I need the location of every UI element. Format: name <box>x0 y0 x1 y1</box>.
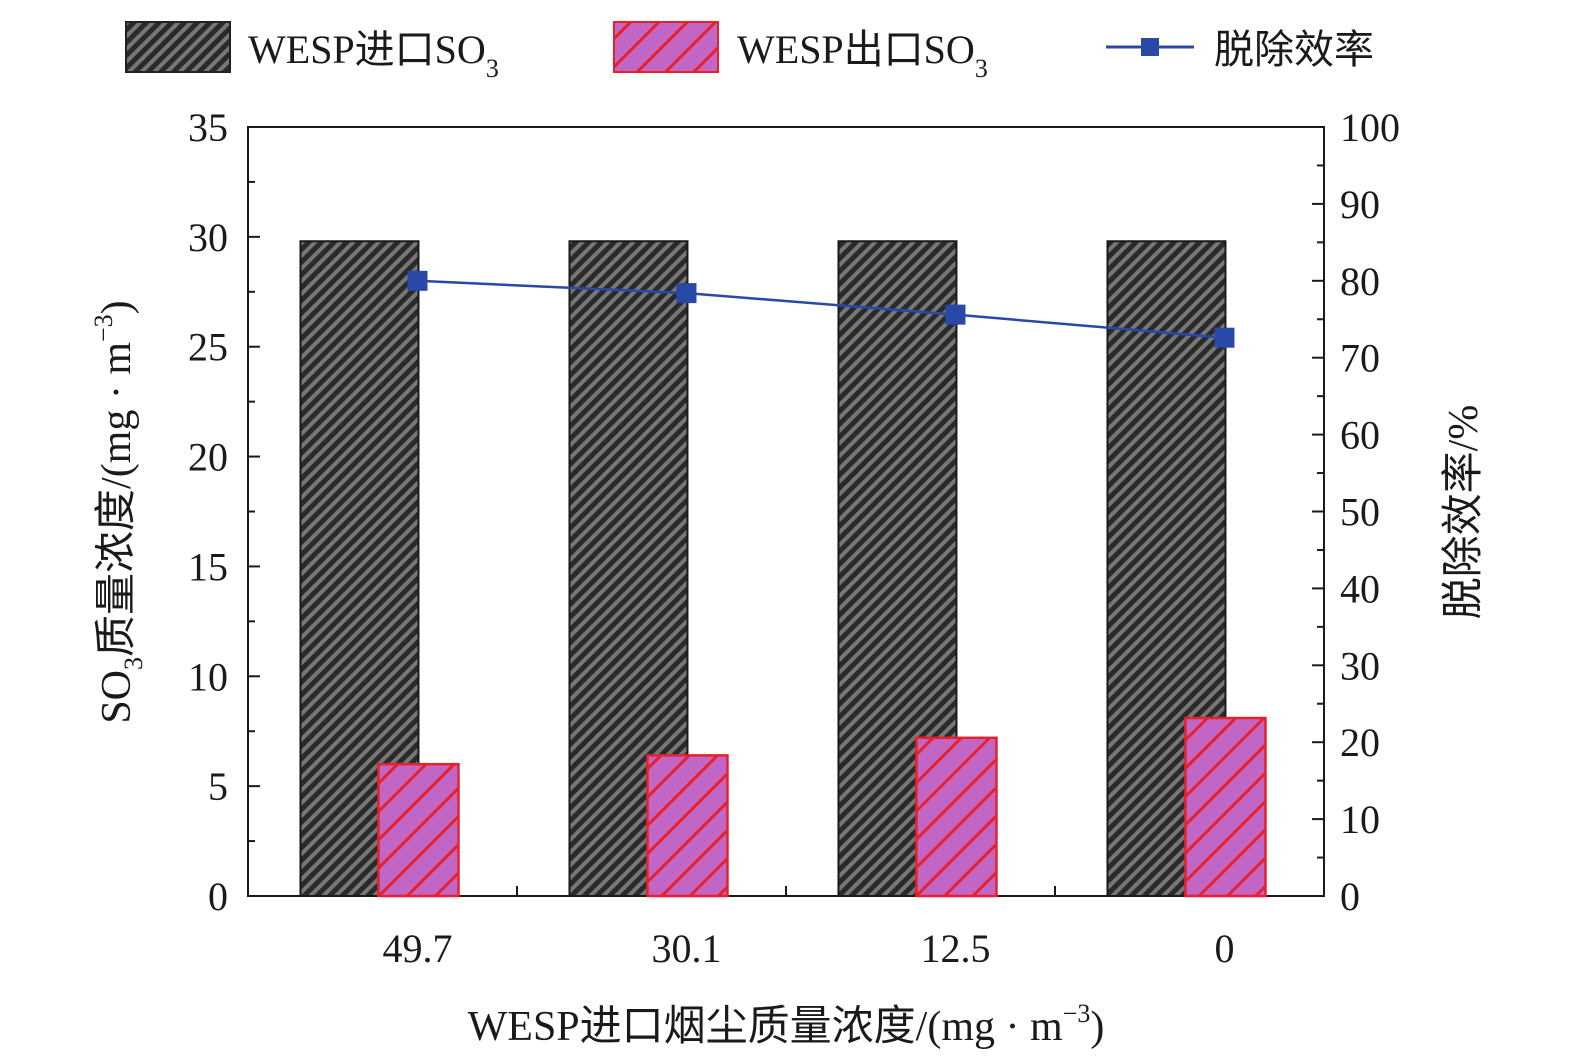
left-axis-title: SO3质量浓度/(mg · m−3) <box>89 300 148 723</box>
x-axis-ticks: 49.7 30.1 12.5 0 <box>382 886 1234 971</box>
efficiency-point <box>945 304 966 325</box>
left-tick-label: 0 <box>208 874 228 919</box>
right-tick-label: 40 <box>1340 566 1380 611</box>
left-tick-label: 15 <box>188 544 228 589</box>
legend-label-efficiency: 脱除效率 <box>1214 27 1374 72</box>
right-tick-label: 10 <box>1340 797 1380 842</box>
right-tick-label: 80 <box>1340 259 1380 304</box>
bar-outlet-so3 <box>646 754 729 898</box>
right-tick-label: 90 <box>1340 182 1380 227</box>
left-tick-label: 30 <box>188 215 228 260</box>
right-tick-label: 50 <box>1340 490 1380 535</box>
bar-outlet-so3 <box>1184 716 1267 898</box>
efficiency-line-layer <box>407 270 1235 348</box>
x-axis-title: WESP进口烟尘质量浓度/(mg · m−3) <box>468 999 1105 1050</box>
x-tick-label: 30.1 <box>651 926 721 971</box>
left-axis-ticks: 0 5 10 15 20 25 30 35 <box>188 105 260 919</box>
efficiency-line <box>417 279 1225 339</box>
bar-outlet-so3 <box>915 736 998 898</box>
x-tick-label: 0 <box>1214 926 1234 971</box>
legend-label-outlet: WESP出口SO3 <box>737 27 988 83</box>
left-tick-label: 5 <box>208 764 228 809</box>
right-tick-label: 60 <box>1340 413 1380 458</box>
right-tick-label: 70 <box>1340 336 1380 381</box>
right-axis-title: 脱除效率/% <box>1440 405 1487 620</box>
left-tick-label: 25 <box>188 325 228 370</box>
right-axis-ticks: 0 10 20 30 40 50 60 70 80 90 100 <box>1312 105 1400 919</box>
efficiency-point <box>1214 327 1235 348</box>
legend-swatch-inlet <box>125 21 231 73</box>
right-tick-label: 30 <box>1340 643 1380 688</box>
right-tick-label: 20 <box>1340 720 1380 765</box>
legend: WESP进口SO3 WESP出口SO3 脱除效率 <box>125 21 1374 83</box>
right-tick-label: 100 <box>1340 105 1400 150</box>
left-tick-label: 35 <box>188 105 228 150</box>
bars-layer <box>299 240 1267 898</box>
x-tick-label: 49.7 <box>382 926 452 971</box>
left-tick-label: 10 <box>188 654 228 699</box>
x-tick-label: 12.5 <box>920 926 990 971</box>
left-tick-label: 20 <box>188 435 228 480</box>
bar-outlet-so3 <box>377 762 460 898</box>
efficiency-point <box>676 283 697 304</box>
legend-swatch-outlet <box>613 21 719 73</box>
legend-marker-efficiency <box>1141 38 1159 56</box>
legend-label-inlet: WESP进口SO3 <box>248 27 499 83</box>
efficiency-point <box>407 270 428 291</box>
right-tick-label: 0 <box>1340 874 1360 919</box>
